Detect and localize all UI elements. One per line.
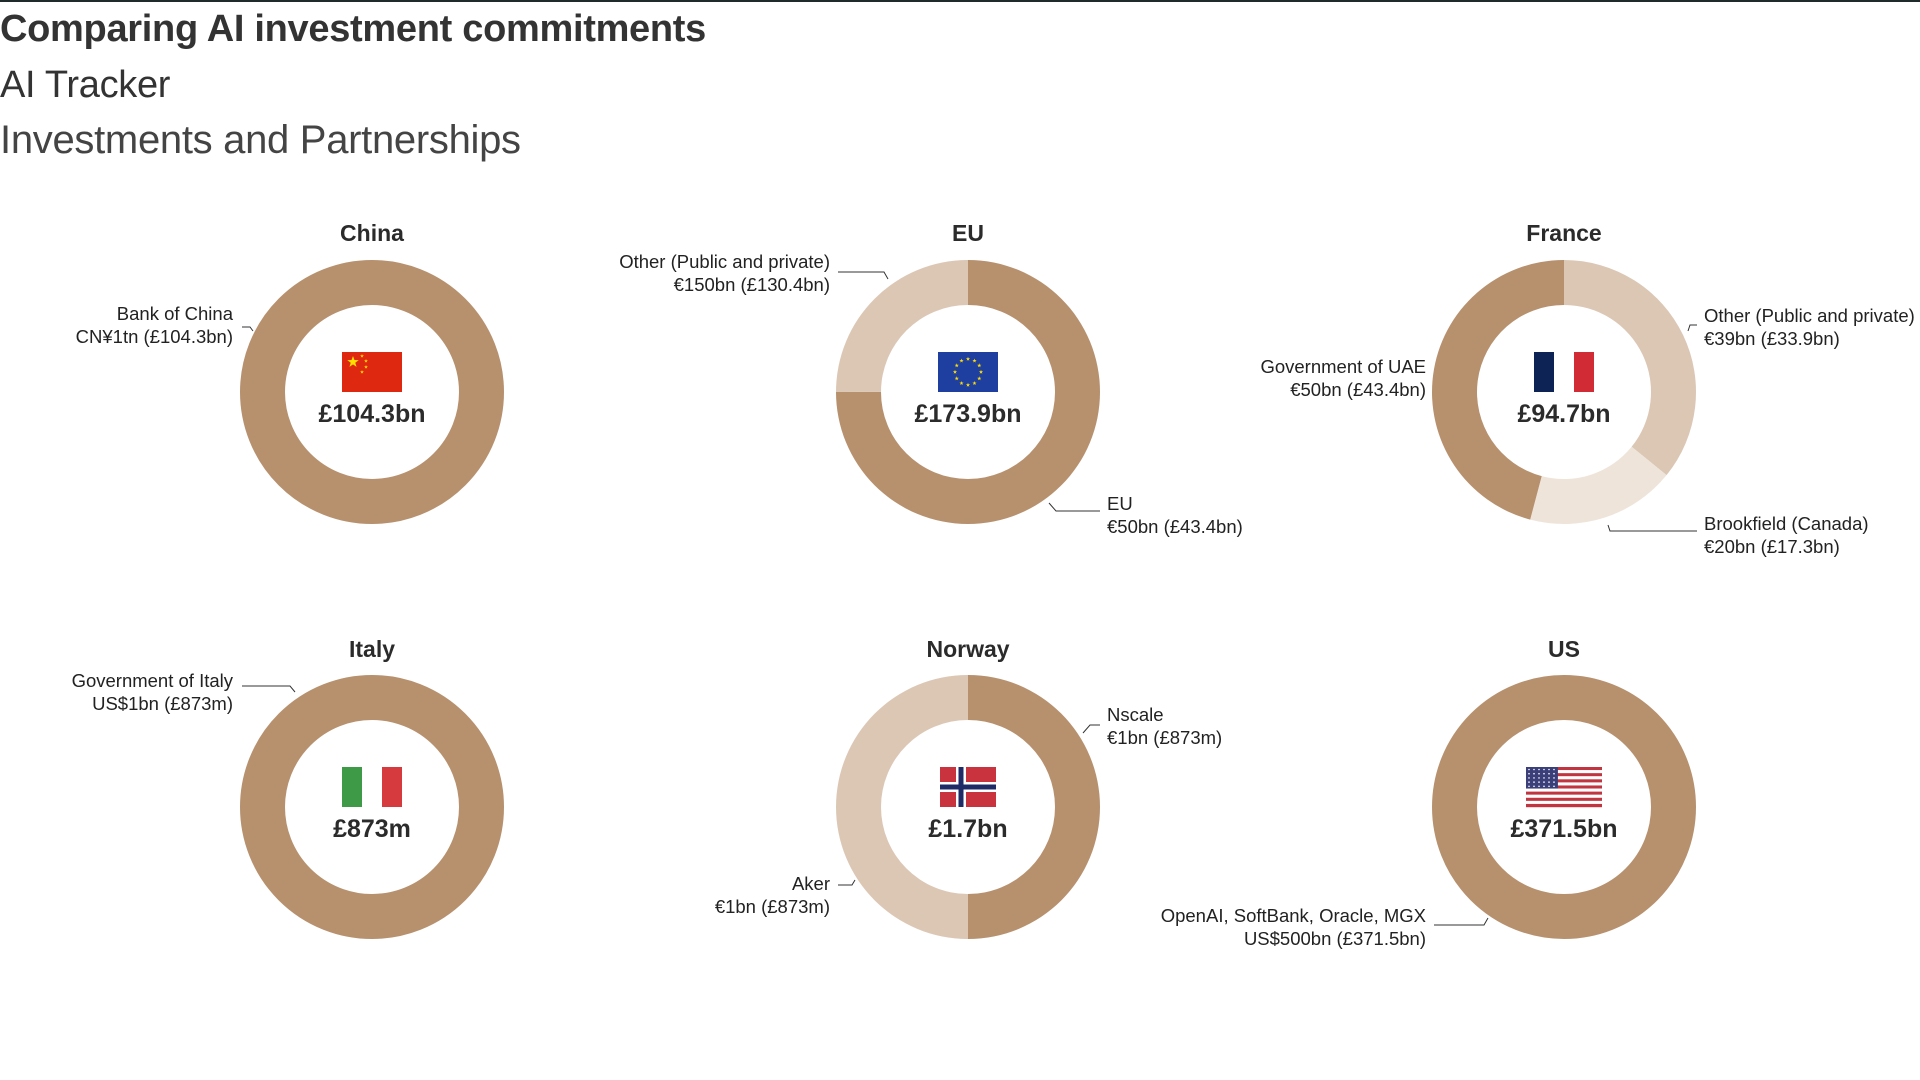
slice-label-amount: €50bn (£43.4bn) (1107, 516, 1243, 537)
top-rule (0, 0, 1920, 2)
slice-label-name: Government of UAE (1260, 356, 1426, 377)
slice-government-of-italy (240, 675, 504, 939)
slice-eu (836, 260, 968, 392)
page-subtitle: AI Tracker (0, 64, 171, 106)
slice-label-amount: CN¥1tn (£104.3bn) (76, 326, 233, 347)
slice-nscale (968, 675, 1100, 939)
slice-label-amount: US$500bn (£371.5bn) (1244, 928, 1426, 949)
slice-other-public-and-private (1564, 260, 1696, 476)
donut-norway (836, 675, 1100, 939)
donut-eu (836, 260, 1100, 525)
france-flag (1534, 352, 1594, 392)
slice-label-amount: US$1bn (£873m) (92, 693, 233, 714)
section-heading: Investments and Partnerships (0, 118, 521, 162)
total-label: £371.5bn (1510, 815, 1617, 843)
leader-line (838, 271, 889, 280)
leader-line (1048, 502, 1100, 512)
slice-label-amount: €1bn (£873m) (1107, 727, 1222, 748)
leader-line (1687, 324, 1697, 332)
chart-title: France (1526, 220, 1601, 246)
total-label: £1.7bn (928, 815, 1007, 843)
leader-line (1607, 524, 1697, 532)
leader-line (838, 879, 856, 886)
page-title: Comparing AI investment commitments (0, 8, 706, 50)
chart-title: Italy (349, 636, 395, 662)
slice-brookfield-canada (1530, 446, 1667, 524)
slice-label-amount: €20bn (£17.3bn) (1704, 536, 1840, 557)
slice-label-name: OpenAI, SoftBank, Oracle, MGX (1161, 905, 1426, 926)
chart-title: EU (952, 220, 984, 246)
slice-label-name: Aker (792, 873, 830, 894)
donut-china (240, 260, 504, 524)
slice-other-public-and-private (836, 260, 1100, 525)
total-label: £873m (333, 815, 411, 843)
norway-flag (940, 767, 996, 807)
slice-label-name: Government of Italy (72, 670, 234, 691)
slice-label-name: Nscale (1107, 704, 1164, 725)
slice-label-amount: €39bn (£33.9bn) (1704, 328, 1840, 349)
chart-title: Norway (926, 636, 1009, 662)
total-label: £173.9bn (914, 400, 1021, 428)
slice-government-of-uae (1432, 260, 1564, 520)
chart-title: China (340, 220, 404, 246)
us-flag (1526, 767, 1602, 808)
donut-france (1432, 260, 1696, 524)
china-flag (342, 352, 402, 392)
slice-bank-of-china (240, 260, 504, 524)
leader-line (242, 685, 296, 693)
italy-flag (342, 767, 402, 807)
donut-italy (240, 675, 504, 939)
slice-label-name: Bank of China (117, 303, 234, 324)
leader-line (242, 326, 254, 332)
slice-label-name: Brookfield (Canada) (1704, 513, 1869, 534)
chart-title: US (1548, 636, 1580, 662)
slice-aker (836, 675, 968, 939)
eu-flag (938, 352, 998, 392)
total-label: £94.7bn (1517, 400, 1610, 428)
slice-label-name: EU (1107, 493, 1133, 514)
slice-label-amount: €150bn (£130.4bn) (674, 274, 830, 295)
slice-label-name: Other (Public and private) (1704, 305, 1915, 326)
donut-us (1432, 675, 1696, 939)
total-label: £104.3bn (318, 400, 425, 428)
slice-label-amount: €1bn (£873m) (715, 896, 830, 917)
leader-line (1082, 724, 1100, 734)
slice-label-name: Other (Public and private) (619, 251, 830, 272)
slice-label-amount: €50bn (£43.4bn) (1290, 379, 1426, 400)
slice-openai-softbank-oracle-mgx (1432, 675, 1696, 939)
leader-line (1434, 917, 1489, 926)
